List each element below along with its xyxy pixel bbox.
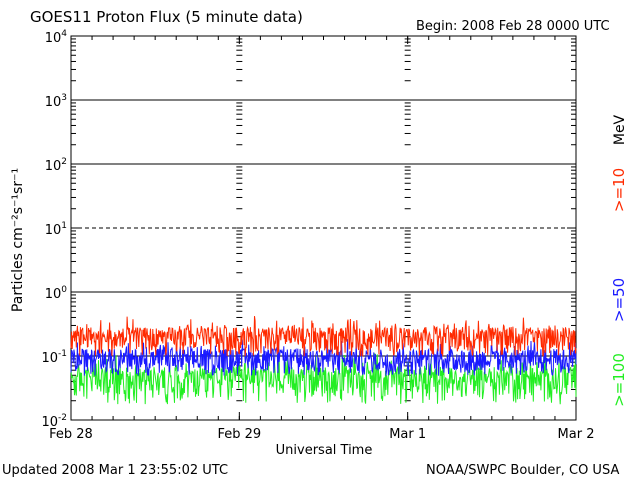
grid-lines — [71, 99, 576, 357]
x-tick-label: Mar 2 — [558, 427, 595, 442]
x-axis-label: Universal Time — [276, 443, 373, 458]
y-tick-label: 100 — [45, 285, 68, 302]
source-credit: NOAA/SWPC Boulder, CO USA — [426, 463, 619, 478]
updated-time: Updated 2008 Mar 1 23:55:02 UTC — [2, 463, 228, 478]
y-tick-label: 101 — [45, 221, 67, 238]
chart-title: GOES11 Proton Flux (5 minute data) — [30, 8, 303, 26]
legend-entry: >=50 — [610, 278, 628, 322]
y-tick-label: 103 — [45, 93, 67, 110]
x-tick-labels: Feb 28 Feb 29 Mar 1 Mar 2 — [49, 427, 594, 442]
y-axis-label: Particles cm⁻²s⁻¹sr⁻¹ — [10, 168, 26, 312]
x-tick-label: Feb 28 — [49, 427, 93, 442]
begin-time: Begin: 2008 Feb 28 0000 UTC — [416, 19, 610, 34]
y-tick-label: 10-1 — [41, 349, 67, 366]
legend-unit: MeV — [612, 114, 628, 145]
y-tick-label: 104 — [45, 29, 68, 46]
y-tick-label: 102 — [45, 157, 67, 174]
series-line-10 — [70, 316, 577, 357]
legend: MeV >=10 >=50 >=100 — [610, 114, 628, 406]
legend-entry: >=10 — [610, 168, 628, 212]
y-tick-labels: 104 103 102 101 100 10-1 10-2 — [41, 29, 67, 430]
x-tick-label: Mar 1 — [389, 427, 426, 442]
x-tick-label: Feb 29 — [217, 427, 261, 442]
series-lines — [70, 316, 577, 405]
y-tick-label: 10-2 — [41, 413, 67, 430]
legend-entry: >=100 — [610, 353, 628, 407]
series-line-100 — [70, 353, 577, 405]
